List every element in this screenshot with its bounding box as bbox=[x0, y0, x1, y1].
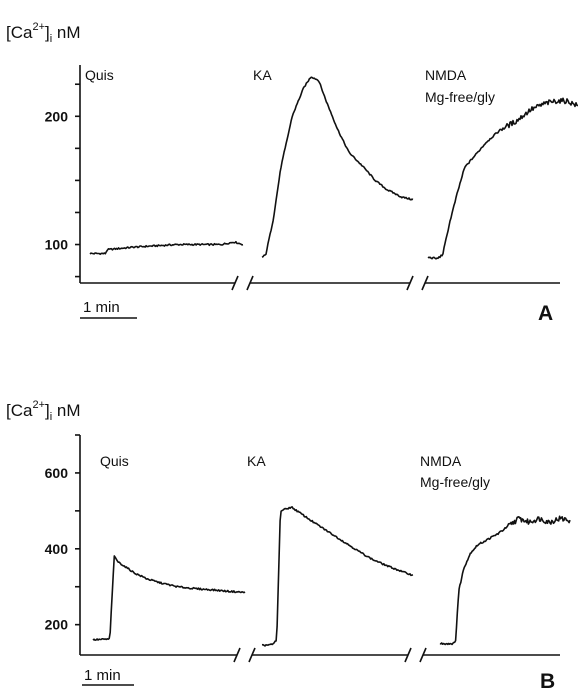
panel-b-nmda-label: NMDA bbox=[420, 453, 462, 469]
panel-b-letter: B bbox=[540, 670, 555, 691]
panel-b-ka-label: KA bbox=[247, 453, 266, 469]
panel-b-nmda-trace bbox=[439, 515, 571, 646]
axis-break-mark bbox=[246, 275, 254, 291]
panel-b-ka-trace bbox=[261, 506, 414, 647]
y-tick-label: 400 bbox=[45, 541, 69, 557]
y-tick-label: 100 bbox=[45, 237, 69, 253]
panel-a-nmda-label: NMDA bbox=[425, 67, 467, 83]
y-tick-label: 200 bbox=[45, 617, 69, 633]
axis-break-mark bbox=[406, 275, 414, 291]
panel-a: [Ca2+]i nM 100 200 Quis KA NMDA Mg-free/g… bbox=[6, 21, 578, 325]
panel-a-quis-trace bbox=[89, 240, 244, 256]
axis-break-mark bbox=[421, 275, 429, 291]
panel-a-nmda-trace bbox=[427, 97, 578, 260]
panel-b: [Ca2+]i nM 200 400 600 Quis KA NMDA Mg-fre… bbox=[6, 399, 571, 691]
panel-b-y-axis-label: [Ca2+]i nM bbox=[6, 399, 81, 423]
panel-a-y-axis-label: [Ca2+]i nM bbox=[6, 21, 81, 45]
y-tick-label: 600 bbox=[45, 465, 69, 481]
panel-a-mgfree-label: Mg-free/gly bbox=[425, 89, 495, 105]
axis-break-mark bbox=[404, 647, 412, 663]
panel-a-letter: A bbox=[538, 302, 553, 325]
panel-a-x-baseline bbox=[80, 275, 560, 291]
axis-break-mark bbox=[248, 647, 256, 663]
panel-a-ka-label: KA bbox=[253, 67, 272, 83]
panel-a-ka-trace bbox=[261, 76, 414, 258]
axis-break-mark bbox=[231, 275, 239, 291]
panel-b-scale-bar-label: 1 min bbox=[84, 667, 121, 684]
panel-a-y-ticks: 100 200 bbox=[45, 83, 80, 278]
panel-a-scale-bar-label: 1 min bbox=[83, 299, 120, 316]
y-tick-label: 200 bbox=[45, 108, 69, 124]
panel-b-quis-label: Quis bbox=[100, 453, 129, 469]
axis-break-mark bbox=[419, 647, 427, 663]
panel-b-quis-trace bbox=[92, 555, 246, 641]
panel-b-x-baseline bbox=[80, 647, 560, 663]
panel-a-quis-label: Quis bbox=[85, 67, 114, 83]
panel-b-mgfree-label: Mg-free/gly bbox=[420, 474, 490, 490]
panel-b-y-ticks: 200 400 600 bbox=[45, 434, 80, 633]
axis-break-mark bbox=[233, 647, 241, 663]
